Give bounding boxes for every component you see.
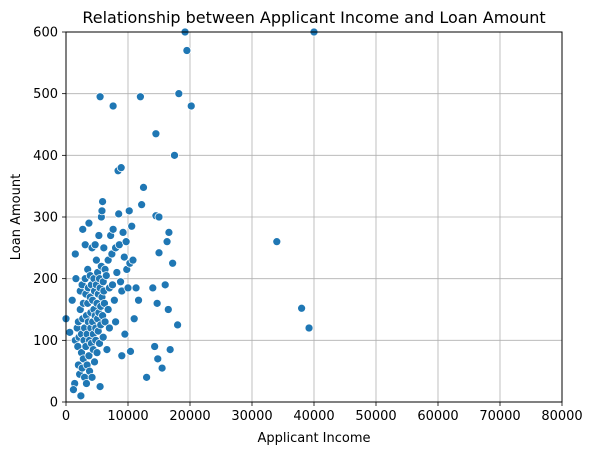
scatter-point <box>150 342 160 351</box>
scatter-point <box>127 221 137 231</box>
scatter-point <box>120 329 130 339</box>
scatter-point <box>129 314 139 324</box>
scatter-point <box>101 271 111 280</box>
x-tick-label: 0 <box>62 409 70 424</box>
y-tick-label: 0 <box>50 396 58 411</box>
scatter-point <box>108 224 118 234</box>
x-tick-label: 80000 <box>541 409 582 424</box>
scatter-point <box>118 228 128 237</box>
scatter-point <box>78 224 88 234</box>
scatter-point <box>100 317 110 327</box>
y-tick-label: 300 <box>33 211 58 226</box>
scatter-point <box>134 295 143 305</box>
scatter-point <box>136 92 145 102</box>
scatter-point <box>123 283 133 293</box>
x-axis-ticks: 0 10000 20000 30000 40000 50000 60000 70000 8000… <box>62 402 583 424</box>
scatter-point <box>65 327 75 337</box>
scatter-point <box>160 280 170 290</box>
x-tick-label: 50000 <box>355 409 396 424</box>
scatter-point <box>105 323 114 333</box>
scatter-point <box>168 258 178 268</box>
scatter-point <box>82 379 91 388</box>
scatter-point <box>148 283 158 293</box>
scatter-point <box>272 237 282 247</box>
x-tick-label: 60000 <box>417 409 458 424</box>
scatter-point <box>128 255 138 265</box>
scatter-point <box>182 46 192 55</box>
scatter-point <box>124 206 134 216</box>
scatter-point <box>103 305 113 314</box>
scatter-point <box>116 277 125 287</box>
y-tick-label: 200 <box>33 272 58 287</box>
scatter-point <box>109 295 119 305</box>
scatter-point <box>117 351 127 361</box>
scatter-point <box>114 209 124 219</box>
scatter-point <box>154 248 164 258</box>
x-tick-label: 10000 <box>107 409 148 424</box>
x-tick-label: 20000 <box>169 409 210 424</box>
y-axis-ticks: 0 100 200 300 400 500 600 <box>33 26 66 411</box>
scatter-point <box>186 101 196 111</box>
scatter-point <box>157 363 167 373</box>
data-points <box>61 27 319 401</box>
scatter-point <box>71 274 81 284</box>
scatter-point <box>119 252 129 262</box>
scatter-point <box>97 206 107 216</box>
scatter-point <box>90 357 99 367</box>
y-tick-label: 500 <box>33 87 58 102</box>
scatter-point <box>173 320 182 330</box>
scatter-point <box>92 255 101 265</box>
scatter-point <box>121 237 131 247</box>
scatter-point <box>95 92 105 102</box>
scatter-point <box>99 243 109 253</box>
scatter-point <box>151 129 161 139</box>
scatter-point <box>139 183 148 192</box>
scatter-point <box>76 391 86 401</box>
scatter-point <box>170 150 179 160</box>
scatter-point <box>90 240 100 250</box>
scatter-point <box>70 249 80 259</box>
scatter-point <box>126 347 135 356</box>
scatter-point <box>69 385 78 395</box>
scatter-point <box>67 295 77 305</box>
scatter-point <box>152 298 162 308</box>
scatter-point <box>116 163 126 173</box>
scatter-point <box>137 200 147 210</box>
scatter-point <box>98 197 107 206</box>
scatter-point <box>112 268 122 277</box>
x-tick-label: 40000 <box>293 409 334 424</box>
scatter-point <box>142 372 151 382</box>
x-tick-label: 70000 <box>479 409 520 424</box>
y-axis-label: Loan Amount <box>9 174 24 260</box>
scatter-point <box>108 280 117 290</box>
scatter-point <box>131 283 141 293</box>
scatter-point <box>94 231 104 240</box>
scatter-point <box>98 332 108 342</box>
scatter-point <box>174 89 184 99</box>
scatter-point <box>165 345 175 354</box>
y-tick-label: 400 <box>33 149 58 164</box>
scatter-point <box>87 372 97 382</box>
x-axis-label: Applicant Income <box>257 431 370 446</box>
scatter-point <box>95 382 105 391</box>
chart-title: Relationship between Applicant Income an… <box>82 8 545 27</box>
scatter-point <box>163 305 173 314</box>
scatter-point <box>108 101 118 111</box>
y-tick-label: 600 <box>33 26 58 41</box>
scatter-point <box>304 323 314 333</box>
y-tick-label: 100 <box>33 334 58 349</box>
scatter-point <box>154 212 164 222</box>
scatter-point <box>297 303 306 313</box>
scatter-point <box>111 317 120 327</box>
scatter-point <box>153 354 163 364</box>
scatter-point <box>102 345 112 354</box>
scatter-point <box>92 348 102 358</box>
scatter-point <box>84 351 94 361</box>
scatter-point <box>162 237 172 247</box>
scatter-point <box>84 218 94 228</box>
scatter-point <box>164 228 174 237</box>
x-tick-label: 30000 <box>231 409 272 424</box>
